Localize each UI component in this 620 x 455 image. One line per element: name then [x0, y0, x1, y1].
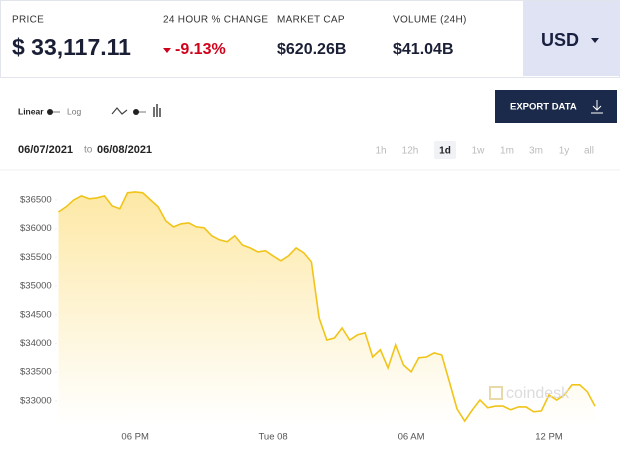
- price-line: [58, 191, 596, 423]
- x-tick-label: 06 PM: [121, 432, 149, 443]
- date-to[interactable]: 06/08/2021: [97, 144, 152, 156]
- currency[interactable]: USD: [541, 30, 579, 50]
- range-button[interactable]: 1h: [375, 146, 386, 157]
- y-tick-label: $33000: [20, 395, 52, 406]
- range-button[interactable]: 1y: [559, 146, 570, 157]
- volume: $41.04B: [393, 41, 454, 58]
- market-cap: $620.26B: [277, 41, 346, 58]
- date-from[interactable]: 06/07/2021: [18, 144, 73, 156]
- y-tick-label: $36000: [20, 223, 52, 234]
- range-buttons: 1h 12h 1d 1w 1m 3m 1y all: [375, 141, 594, 159]
- y-tick-label: $36500: [20, 194, 52, 205]
- range-button[interactable]: 3m: [529, 146, 543, 157]
- range-button[interactable]: 1m: [500, 146, 514, 157]
- bar-icon[interactable]: [153, 104, 161, 117]
- range-button[interactable]: 1d: [439, 146, 451, 157]
- caret: [591, 38, 599, 43]
- download-icon: [591, 100, 603, 114]
- linear-option[interactable]: Linear: [18, 106, 44, 116]
- toggle-knob: [47, 109, 53, 115]
- y-tick-label: $35000: [20, 281, 52, 292]
- toggle-knob: [133, 109, 139, 115]
- market-cap-label: MARKET CAP: [277, 15, 345, 26]
- header-panel: [0, 0, 620, 78]
- down-arrow: [163, 48, 171, 53]
- price: $ 33,117.11: [12, 34, 131, 60]
- x-tick-label: 12 PM: [535, 432, 563, 443]
- change: -9.13%: [175, 41, 226, 58]
- x-tick-label: Tue 08: [258, 432, 287, 443]
- log-option[interactable]: Log: [67, 106, 81, 116]
- line-icon[interactable]: [111, 107, 128, 115]
- volume-label: VOLUME (24H): [393, 15, 467, 26]
- chart: $33000 $33500 $34000 $34500 $35000 $35500 $360…: [20, 191, 596, 443]
- y-tick-label: $34000: [20, 338, 52, 349]
- price-label: PRICE: [12, 15, 44, 26]
- area: [58, 191, 595, 425]
- y-tick-label: $34500: [20, 309, 52, 320]
- date-separator: to: [84, 145, 93, 156]
- range-button[interactable]: 12h: [402, 146, 419, 157]
- export-label[interactable]: EXPORT DATA: [510, 102, 577, 113]
- range-button[interactable]: 1w: [472, 146, 486, 157]
- currency-button[interactable]: [523, 1, 619, 76]
- range-button[interactable]: all: [584, 146, 594, 157]
- x-tick-label: 06 AM: [398, 432, 425, 443]
- change-label: 24 HOUR % CHANGE: [163, 15, 268, 26]
- watermark: coindesk: [506, 385, 570, 402]
- range-selected-bg[interactable]: [434, 141, 456, 159]
- watermark-logo: [489, 386, 503, 400]
- y-tick-label: $33500: [20, 367, 52, 378]
- y-tick-label: $35500: [20, 252, 52, 263]
